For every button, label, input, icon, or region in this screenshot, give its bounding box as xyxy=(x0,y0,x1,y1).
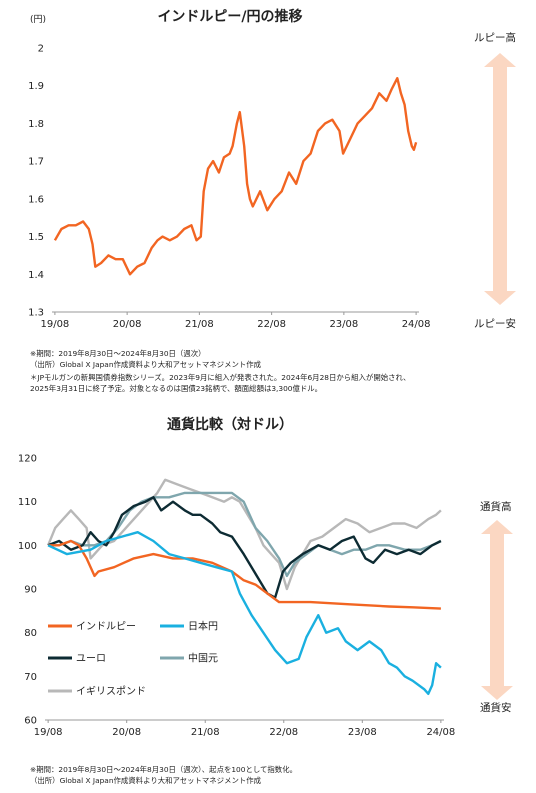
chart2-label-low: 通貨安 xyxy=(480,702,512,714)
chart2-xtick-label: 21/08 xyxy=(191,727,220,738)
chart1-xtick-label: 19/08 xyxy=(40,319,69,330)
chart2-ytick-label: 100 xyxy=(18,541,37,552)
chart1-note-index1: ＊JPモルガンの新興国債券指数シリーズ。2023年9月に組入が発表された。202… xyxy=(30,373,411,382)
chart2-ytick-label: 90 xyxy=(24,585,37,596)
chart2-series-line xyxy=(46,478,442,591)
chart1-xtick-label: 21/08 xyxy=(185,319,214,330)
chart1-ytick-label: 1.3 xyxy=(28,308,44,319)
chart1-series-line xyxy=(53,77,418,276)
chart2-xtick-label: 23/08 xyxy=(348,727,377,738)
chart1-ytick-label: 2 xyxy=(38,44,44,55)
chart1-ytick-label: 1.6 xyxy=(28,194,44,205)
chart1-note-index2: 2025年3月31日に終了予定。対象となるのは国債23銘柄で、額面総額は3,30… xyxy=(30,384,323,393)
chart1-unit: (円) xyxy=(30,15,47,25)
chart2-ytick-label: 120 xyxy=(18,454,37,465)
chart1-ytick-label: 1.5 xyxy=(28,232,44,243)
chart2-xtick-label: 24/08 xyxy=(426,727,455,738)
chart1-xtick-label: 22/08 xyxy=(257,319,286,330)
chart2-ytick-label: 60 xyxy=(24,716,37,727)
chart1-ytick-label: 1.8 xyxy=(28,119,44,130)
chart2-legend-label: インドルピー xyxy=(76,621,136,633)
chart1-label-high: ルピー高 xyxy=(474,32,516,44)
chart1-ytick-label: 1.7 xyxy=(28,157,44,168)
chart1-direction-arrow xyxy=(484,53,516,305)
chart1-note-period: ※期間：2019年8月30日～2024年8月30日（週次） xyxy=(30,349,206,358)
chart2-title: 通貨比較（対ドル） xyxy=(167,417,293,433)
chart1-ytick-label: 1.9 xyxy=(28,81,44,92)
chart1-xtick-label: 24/08 xyxy=(402,319,431,330)
chart2-ytick-label: 70 xyxy=(24,672,37,683)
chart1-note-source: （出所）Global X Japan作成資料より大和アセットマネジメント作成 xyxy=(30,360,262,369)
chart2-note-period: ※期間：2019年8月30日～2024年8月30日（週次）、起点を100として指… xyxy=(30,765,297,774)
chart2-ytick-label: 80 xyxy=(24,628,37,639)
chart1-title: インドルピー/円の推移 xyxy=(157,9,303,25)
chart1-xtick-label: 20/08 xyxy=(113,319,142,330)
chart2-note-source: （出所）Global X Japan作成資料より大和アセットマネジメント作成 xyxy=(30,776,262,785)
chart1-label-low: ルピー安 xyxy=(474,318,516,330)
chart2-xtick-label: 19/08 xyxy=(34,727,63,738)
chart2-ytick-label: 110 xyxy=(18,497,37,508)
chart2-legend-label: 中国元 xyxy=(188,652,218,665)
chart2-series-line xyxy=(48,539,441,610)
chart1-xtick-label: 23/08 xyxy=(329,319,358,330)
chart2-direction-arrow xyxy=(481,520,513,700)
chart2-series-line xyxy=(48,491,442,578)
chart1-notes: ※期間：2019年8月30日～2024年8月30日（週次） （出所）Global… xyxy=(30,348,410,394)
chart1-ytick-label: 1.4 xyxy=(28,270,44,281)
chart2-legend-label: イギリスポンド xyxy=(76,686,146,698)
chart2-legend-label: ユーロ xyxy=(76,654,106,665)
chart2-series-line xyxy=(47,531,442,695)
chart2-legend-label: 日本円 xyxy=(188,620,218,633)
chart2-label-high: 通貨高 xyxy=(480,501,512,513)
chart2-series-line xyxy=(47,496,442,599)
chart2-notes: ※期間：2019年8月30日～2024年8月30日（週次）、起点を100として指… xyxy=(30,764,297,786)
chart2-xtick-label: 22/08 xyxy=(269,727,298,738)
chart2-xtick-label: 20/08 xyxy=(112,727,141,738)
